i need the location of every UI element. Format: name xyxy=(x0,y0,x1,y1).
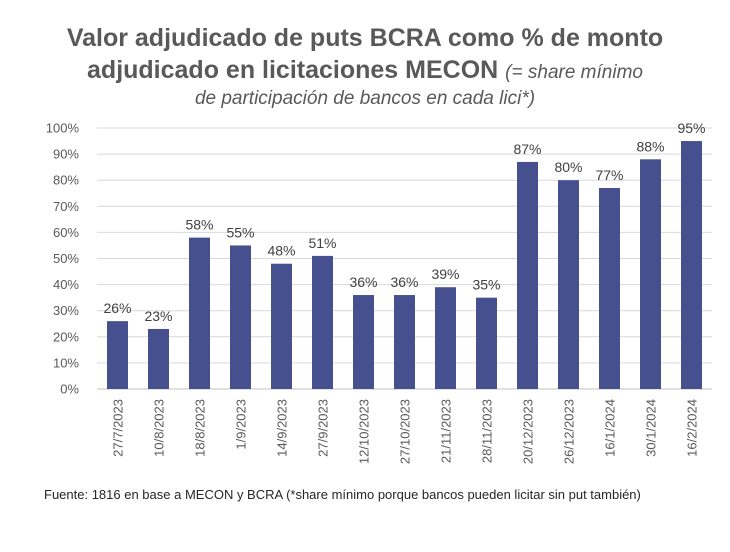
x-tick-label: 1/9/2023 xyxy=(234,399,249,450)
x-tick-label: 16/2/2024 xyxy=(685,399,700,457)
x-tick-label: 12/10/2023 xyxy=(357,399,372,464)
data-label: 95% xyxy=(677,120,705,136)
y-tick-label: 80% xyxy=(53,173,79,188)
bar xyxy=(517,161,538,389)
x-tick-label: 27/9/2023 xyxy=(316,399,331,457)
data-label: 77% xyxy=(595,167,623,183)
chart-title-block: Valor adjudicado de puts BCRA como % de … xyxy=(0,22,730,111)
bar xyxy=(435,287,456,389)
data-label: 36% xyxy=(390,274,418,290)
x-tick-label: 30/1/2024 xyxy=(644,399,659,457)
bar xyxy=(189,237,210,389)
bar-chart: 0% 10% 20% 30% 40% 50% 60% 70% 80% 90% 100% 26% 27/7… xyxy=(46,120,712,464)
data-label: 58% xyxy=(185,217,213,233)
bar xyxy=(148,328,169,389)
data-label: 23% xyxy=(144,308,172,324)
data-label: 36% xyxy=(349,274,377,290)
chart-title-line2: adjudicado en licitaciones MECON (= shar… xyxy=(0,54,730,89)
data-label: 80% xyxy=(554,159,582,175)
x-tick-label: 21/11/2023 xyxy=(439,399,454,463)
chart-title-line1: Valor adjudicado de puts BCRA como % de … xyxy=(66,24,664,52)
bar xyxy=(394,295,415,389)
bar xyxy=(558,180,579,389)
source-note: Fuente: 1816 en base a MECON y BCRA (*sh… xyxy=(44,487,641,502)
y-tick-label: 70% xyxy=(53,199,79,214)
data-label: 87% xyxy=(513,141,541,157)
bar xyxy=(681,141,702,389)
bar xyxy=(476,297,497,389)
bar xyxy=(230,245,251,389)
data-label: 55% xyxy=(226,224,254,240)
y-tick-label: 60% xyxy=(53,225,79,240)
data-label: 48% xyxy=(267,243,295,259)
bar xyxy=(640,159,661,389)
x-tick-label: 10/8/2023 xyxy=(152,399,167,457)
data-label: 51% xyxy=(308,235,336,251)
y-tick-label: 20% xyxy=(53,329,79,344)
x-tick-label: 16/1/2024 xyxy=(603,399,618,457)
bar xyxy=(271,263,292,389)
chart-subtitle-part1: (= share mínimo xyxy=(505,62,643,83)
bar xyxy=(353,295,374,389)
data-label: 88% xyxy=(636,138,664,154)
x-tick-label: 27/7/2023 xyxy=(111,399,126,457)
data-label: 26% xyxy=(103,300,131,316)
data-label: 35% xyxy=(472,277,500,293)
chart-title-line2-text: adjudicado en licitaciones MECON xyxy=(87,56,499,84)
chart-subtitle-part2: de participación de bancos en cada lici*… xyxy=(194,88,536,109)
y-tick-label: 100% xyxy=(46,121,80,136)
data-label: 39% xyxy=(431,266,459,282)
y-tick-label: 0% xyxy=(60,382,79,397)
x-tick-label: 20/12/2023 xyxy=(521,399,536,464)
x-tick-label: 14/9/2023 xyxy=(275,399,290,457)
y-tick-label: 10% xyxy=(53,355,79,370)
bar xyxy=(599,188,620,389)
bar xyxy=(107,321,128,389)
y-tick-label: 90% xyxy=(53,147,79,162)
x-tick-label: 18/8/2023 xyxy=(193,399,208,457)
y-tick-label: 30% xyxy=(53,303,79,318)
y-tick-label: 40% xyxy=(53,277,79,292)
x-tick-label: 27/10/2023 xyxy=(398,399,413,464)
x-tick-label: 26/12/2023 xyxy=(562,399,577,464)
y-tick-label: 50% xyxy=(53,251,79,266)
x-tick-label: 28/11/2023 xyxy=(480,399,495,463)
bar xyxy=(312,255,333,389)
